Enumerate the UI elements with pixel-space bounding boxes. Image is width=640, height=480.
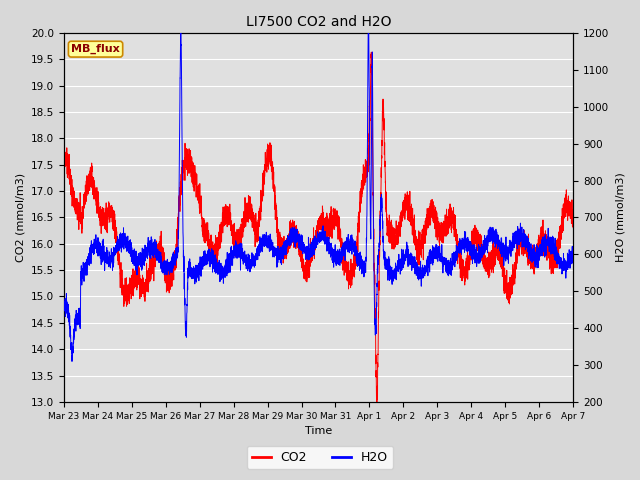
Legend: CO2, H2O: CO2, H2O bbox=[247, 446, 393, 469]
Title: LI7500 CO2 and H2O: LI7500 CO2 and H2O bbox=[246, 15, 391, 29]
X-axis label: Time: Time bbox=[305, 426, 332, 436]
Text: MB_flux: MB_flux bbox=[71, 44, 120, 54]
Y-axis label: H2O (mmol/m3): H2O (mmol/m3) bbox=[615, 172, 625, 262]
Y-axis label: CO2 (mmol/m3): CO2 (mmol/m3) bbox=[15, 173, 25, 262]
